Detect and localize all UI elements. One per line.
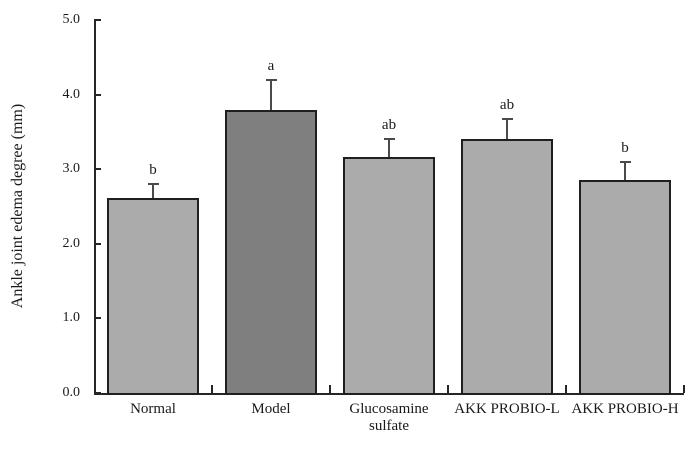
error-bar-cap — [265, 79, 277, 82]
y-axis-tick — [94, 168, 101, 171]
y-axis-tick-label: 2.0 — [62, 235, 81, 251]
y-axis-tick — [94, 392, 101, 394]
x-axis-tick — [565, 385, 567, 393]
error-bar-cap — [383, 138, 395, 141]
x-axis-category-label: Model — [251, 401, 291, 417]
y-axis-tick-label: 3.0 — [62, 161, 81, 177]
y-axis-tick-label: 4.0 — [62, 86, 81, 102]
bar-akk-probio-l — [461, 139, 553, 395]
error-bar-cap — [501, 118, 513, 121]
y-axis-tick-label: 1.0 — [62, 310, 81, 326]
error-bar-line — [270, 80, 272, 111]
x-axis-tick — [329, 385, 331, 393]
y-axis-tick — [94, 93, 101, 96]
error-bar-line — [388, 139, 390, 158]
y-axis-title: Ankle joint edema degree (mm) — [9, 103, 26, 309]
error-bar-line — [506, 119, 508, 140]
significance-letter: b — [621, 139, 629, 156]
x-axis-category-label: Normal — [130, 401, 176, 417]
x-axis-category-label: AKK PROBIO-H — [571, 401, 679, 417]
y-axis-line — [94, 20, 96, 395]
bar-akk-probio-h — [579, 180, 671, 395]
significance-letter: a — [267, 58, 275, 75]
error-bar-line — [152, 184, 154, 199]
y-axis-tick — [94, 242, 101, 245]
significance-letter: ab — [499, 97, 515, 114]
y-axis-tick-label: 0.0 — [62, 385, 81, 400]
x-axis-category-label: AKK PROBIO-L — [454, 401, 560, 417]
error-bar-cap — [147, 183, 159, 186]
error-bar-cap — [619, 160, 631, 163]
x-axis-tick — [211, 385, 213, 393]
y-axis-tick-label: 5.0 — [62, 12, 81, 27]
bar-normal — [107, 198, 199, 395]
bar-model — [225, 110, 317, 395]
error-bar-line — [624, 161, 626, 181]
significance-letter: ab — [381, 117, 397, 134]
x-axis-category-label: Glucosamine sulfate — [349, 401, 429, 434]
significance-letter: b — [149, 162, 157, 179]
y-axis-tick — [94, 317, 101, 320]
y-axis-tick — [94, 19, 101, 21]
x-axis-tick — [447, 385, 449, 393]
bar-glucosamine-sulfate — [343, 157, 435, 395]
x-axis-tick — [683, 385, 685, 393]
